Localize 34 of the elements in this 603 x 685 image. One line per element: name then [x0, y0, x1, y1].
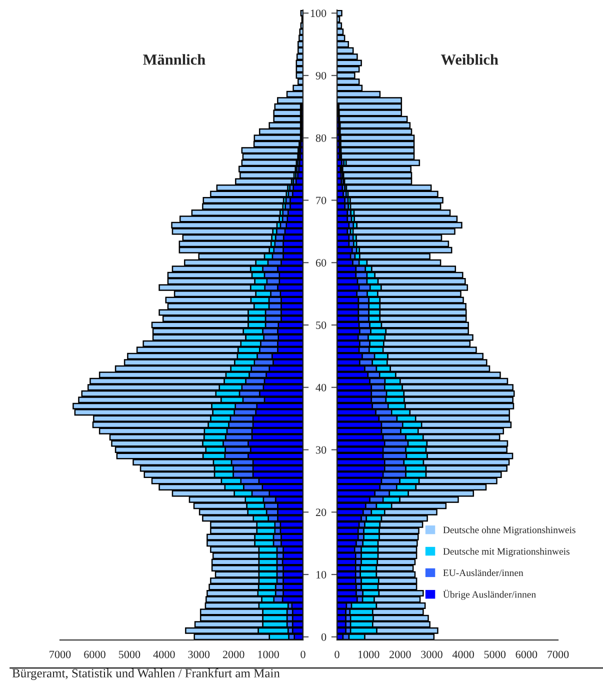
text: Männlich: [143, 54, 206, 65]
y-tick-label: 80: [316, 134, 326, 142]
y-tick-label: 0: [321, 633, 326, 641]
y-tick-label: 10: [316, 570, 326, 578]
text: Weiblich: [440, 54, 498, 65]
y-tick-label: 100: [310, 10, 326, 18]
x-tick-label: 0: [300, 650, 306, 658]
y-tick-label: 40: [316, 384, 326, 392]
x-tick-label: 4000: [452, 650, 474, 658]
x-tick-label: 2000: [390, 650, 411, 658]
y-tick-label: 30: [316, 446, 326, 454]
x-tick-label: 0: [334, 650, 340, 658]
text: Bürgeramt, Statistik und Wahlen / Frankfurt am Main: [12, 668, 280, 680]
x-tick-label: 5000: [484, 650, 506, 658]
x-tick-label: 2000: [222, 650, 244, 658]
legend-label: Deutsche mit Migrationshinweis: [443, 548, 570, 557]
legend-label: Übrige Ausländer/innen: [443, 590, 536, 600]
x-tick-label: 1000: [358, 650, 380, 658]
x-tick-label: 4000: [153, 650, 175, 658]
x-tick-label: 1000: [258, 650, 279, 658]
x-tick-label: 3000: [188, 650, 210, 658]
x-tick-label: 6000: [516, 650, 538, 658]
y-tick-label: 70: [316, 196, 326, 204]
x-tick-label: 6000: [84, 650, 106, 658]
legend-label: EU-Ausländer/innen: [443, 569, 524, 576]
y-tick-label: 50: [316, 321, 326, 329]
x-tick-label: 7000: [548, 650, 569, 658]
x-tick-label: 7000: [50, 650, 71, 658]
y-tick-label: 90: [316, 72, 326, 80]
x-tick-label: 3000: [421, 650, 442, 658]
y-tick-label: 20: [316, 508, 326, 516]
x-tick-label: 5000: [118, 650, 140, 658]
legend-label: Deutsche ohne Migrationshinweis: [443, 526, 576, 536]
y-tick-label: 60: [316, 259, 326, 267]
